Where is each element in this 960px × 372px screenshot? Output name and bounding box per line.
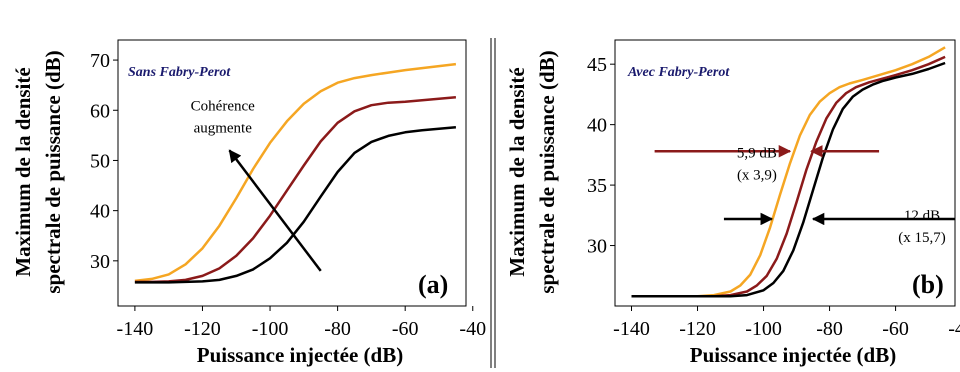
annotation-text: Cohérence <box>191 98 255 114</box>
x-tick-label: -120 <box>679 318 716 340</box>
series-line <box>134 126 457 284</box>
y-tick-label: 70 <box>90 50 110 72</box>
panel-title: Avec Fabry-Perot <box>627 65 730 80</box>
series-line <box>631 61 946 298</box>
x-tick-label: -120 <box>184 318 221 340</box>
plot-frame <box>614 39 956 307</box>
x-tick-label: -100 <box>252 318 289 340</box>
annotation-text: augmente <box>194 120 253 136</box>
panel-title: Sans Fabry-Perot <box>128 65 231 80</box>
x-tick-label: -60 <box>392 318 419 340</box>
y-axis-title-line: spectrale de puissance (dB) <box>41 50 65 293</box>
y-axis-title-line: Maximum de la densité <box>11 67 35 276</box>
y-tick-label: 30 <box>90 251 110 273</box>
x-tick-label: -80 <box>816 318 843 340</box>
annotation-text: (x 3,9) <box>737 167 777 183</box>
annotation-text: 12 dB <box>904 208 940 224</box>
panel-letter: (a) <box>418 270 448 299</box>
x-axis-title: Puissance injectée (dB) <box>690 343 896 367</box>
y-tick-label: 30 <box>587 236 607 258</box>
annotation-arrow <box>228 149 322 272</box>
y-tick-label: 50 <box>90 150 110 172</box>
annotation-text: (x 15,7) <box>898 230 946 246</box>
series-line <box>134 62 457 283</box>
y-tick-label: 40 <box>587 115 607 137</box>
series-line <box>631 46 946 298</box>
x-tick-label: -60 <box>882 318 909 340</box>
chart-panel-b: -140 -120 -100 -80 -60 -40 30 35 40 45 Puissance i… <box>505 39 960 367</box>
y-axis-title-line: Maximum de la densité <box>505 67 529 276</box>
x-axis-title: Puissance injectée (dB) <box>197 343 403 367</box>
plot-frame <box>117 39 467 307</box>
x-tick-label: -100 <box>745 318 782 340</box>
x-tick-label: -40 <box>948 318 960 340</box>
y-tick-label: 40 <box>90 201 110 223</box>
x-tick-label: -40 <box>459 318 486 340</box>
x-tick-label: -140 <box>613 318 650 340</box>
y-axis-title-line: spectrale de puissance (dB) <box>535 50 559 293</box>
series-line <box>134 95 457 284</box>
y-tick-label: 35 <box>587 175 607 197</box>
annotation-text: 5,9 dB <box>737 145 777 161</box>
chart-panel-a: -140 -120 -100 -80 -60 -40 30 40 50 60 70 Puissance… <box>11 39 486 367</box>
y-tick-label: 60 <box>90 100 110 122</box>
x-tick-label: -80 <box>324 318 351 340</box>
x-tick-label: -140 <box>117 318 154 340</box>
panel-letter: (b) <box>912 270 944 299</box>
y-tick-label: 45 <box>587 54 607 76</box>
